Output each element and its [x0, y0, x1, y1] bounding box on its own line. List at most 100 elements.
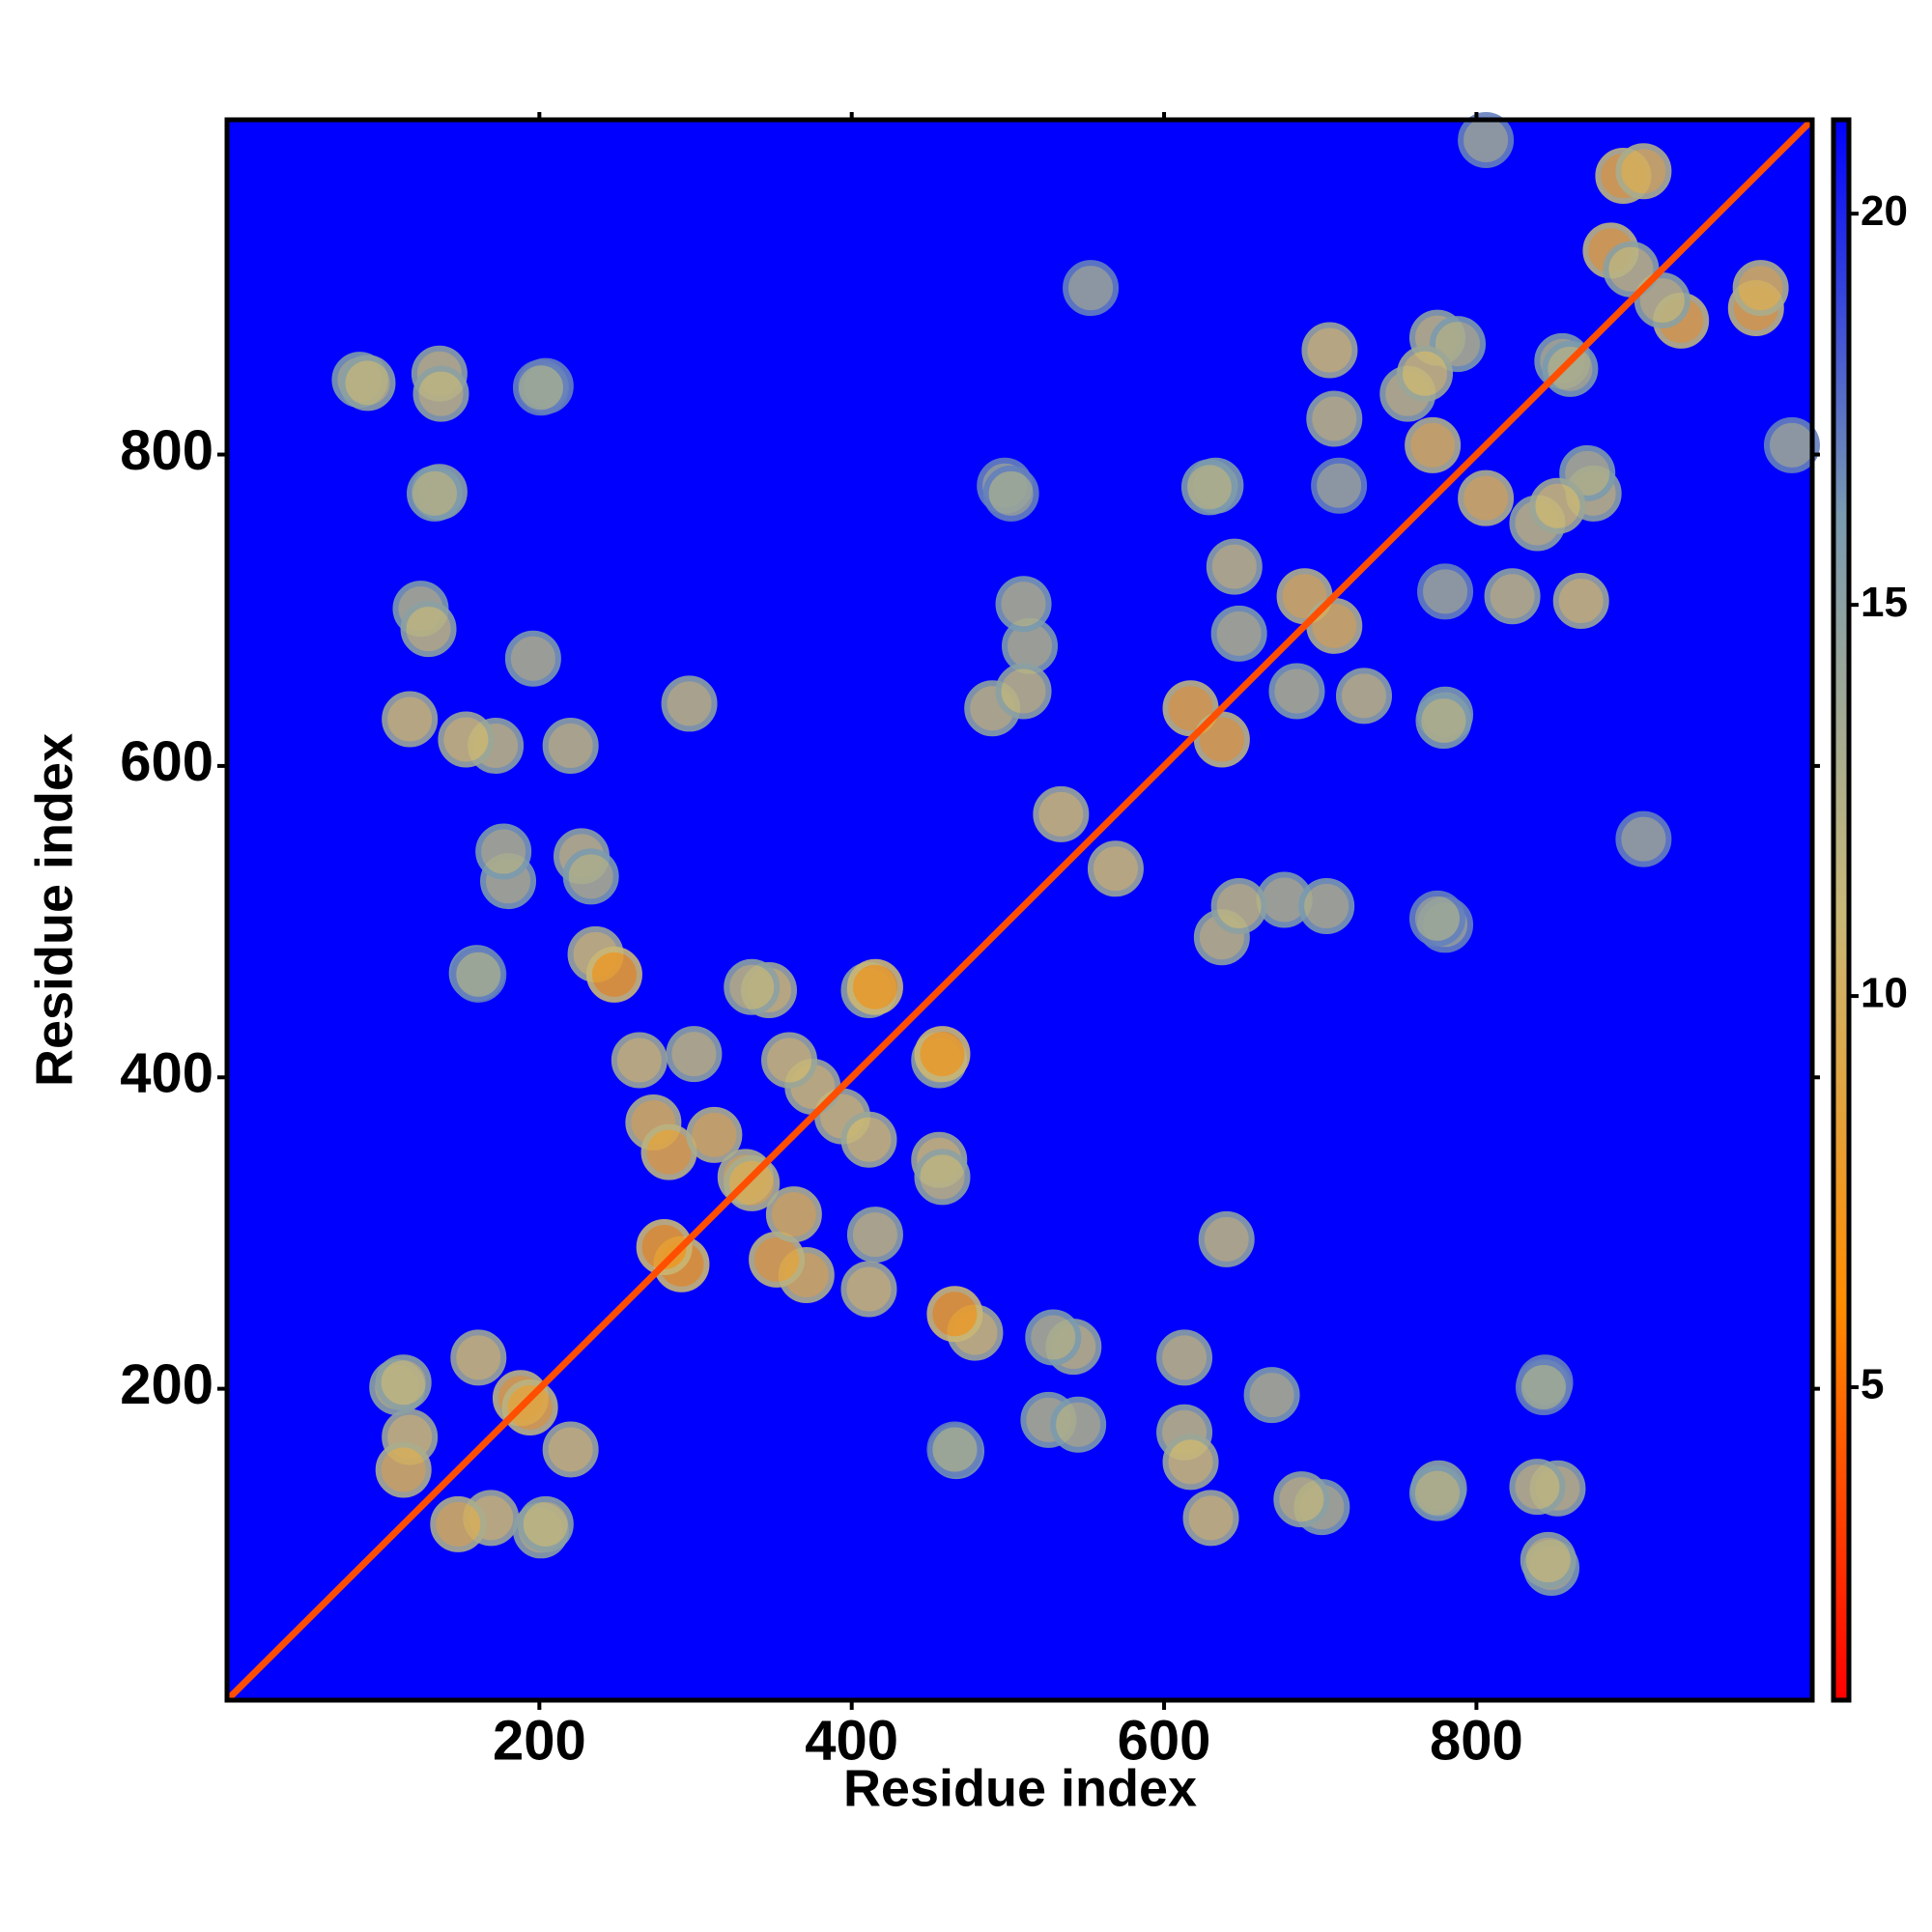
colorbar [1831, 117, 1852, 1703]
contact-blob [1306, 597, 1363, 654]
contact-blob [1206, 538, 1263, 595]
x-tick-label: 800 [1430, 1709, 1523, 1772]
contact-blob [339, 355, 396, 412]
contact-blob [1732, 260, 1789, 317]
contact-blob [914, 1026, 971, 1083]
contact-blob [1458, 469, 1515, 526]
contact-blob [1033, 785, 1090, 842]
contact-blob [1182, 1490, 1239, 1547]
contact-blob [375, 1354, 432, 1411]
contact-blob [1311, 457, 1368, 514]
contact-blob [1063, 260, 1120, 317]
contact-blob [1298, 877, 1355, 934]
contact-blob [1542, 340, 1599, 397]
contact-blob [840, 1111, 897, 1168]
contact-blob [666, 1026, 723, 1083]
contact-blob [1162, 1434, 1219, 1491]
contact-blob [765, 1186, 822, 1243]
contact-blob [1552, 573, 1609, 630]
contact-blob [1180, 459, 1237, 516]
contact-blob [1050, 1396, 1107, 1453]
contact-blob [501, 1378, 558, 1435]
contact-blob [1306, 390, 1363, 447]
contact-blob [1763, 416, 1820, 473]
contact-blob [1408, 1464, 1465, 1521]
contact-blob [475, 823, 532, 880]
y-tick-label: 800 [120, 419, 213, 482]
contact-blob [1509, 1459, 1566, 1516]
contact-blob [430, 1495, 487, 1552]
x-tick-label: 400 [805, 1709, 898, 1772]
contact-blob [686, 1106, 743, 1163]
contact-blob [562, 848, 619, 905]
y-axis-title: Residue index [25, 733, 83, 1087]
contact-blob [1529, 477, 1586, 534]
contact-blob [846, 958, 903, 1015]
colorbar-tick-label: 10 [1861, 970, 1908, 1017]
plot-frame [224, 117, 1815, 1703]
contact-blob [1408, 890, 1465, 947]
contact-blob [1198, 1210, 1255, 1267]
contact-blob [585, 946, 642, 1003]
contact-blob [995, 576, 1052, 633]
contact-blob [375, 1441, 432, 1498]
contact-blob [542, 1421, 599, 1478]
contact-blob [1484, 568, 1541, 625]
contact-blob [512, 359, 569, 416]
contact-blob [1210, 877, 1267, 934]
contact-blob [846, 1207, 903, 1264]
contact-blob [1405, 416, 1462, 473]
contact-blob [1210, 605, 1267, 662]
y-tick-label: 600 [120, 730, 213, 793]
contact-blob [382, 691, 439, 748]
contact-blob [517, 1495, 574, 1552]
contact-blob [1520, 1531, 1577, 1588]
contact-blob [1193, 711, 1250, 768]
contact-blob [1335, 668, 1392, 724]
contact-blob [1156, 1329, 1213, 1386]
contact-blob [412, 365, 469, 422]
contact-blob [1301, 322, 1358, 379]
contact-blob [761, 1032, 818, 1089]
y-tick-label: 200 [120, 1353, 213, 1416]
x-tick-label: 600 [1118, 1709, 1211, 1772]
contact-blob [450, 946, 507, 1003]
contact-blob [1415, 693, 1472, 750]
contact-blob [982, 465, 1039, 522]
contact-blob [1087, 840, 1144, 897]
contact-blob [1397, 345, 1454, 402]
contact-blob [1417, 563, 1474, 620]
contact-blob [661, 675, 718, 732]
contact-blob [1458, 111, 1515, 168]
contact-blob [400, 601, 457, 658]
contact-blob [1615, 810, 1672, 867]
contact-blob [724, 1154, 781, 1211]
contact-blob [1268, 663, 1325, 720]
contact-blob [1515, 1359, 1572, 1416]
x-axis-title: Residue index [843, 1759, 1197, 1817]
contact-blob [926, 1421, 983, 1478]
diagonal [224, 117, 1815, 1703]
contact-blob [450, 1329, 507, 1386]
contact-blob [1603, 241, 1660, 298]
contact-blob [1243, 1367, 1300, 1424]
contact-blob [1615, 143, 1672, 200]
contact-blob [611, 1032, 668, 1089]
contact-blob [840, 1261, 897, 1318]
contact-blob [407, 465, 464, 522]
colorbar-tick-label: 20 [1861, 187, 1908, 235]
contact-blob [504, 630, 561, 687]
y-tick-label: 400 [120, 1042, 213, 1105]
colorbar-tick-label: 15 [1861, 579, 1908, 626]
contact-blob [926, 1286, 983, 1343]
contact-blob [995, 663, 1052, 720]
colorbar-tick-label: 5 [1861, 1361, 1884, 1408]
contact-blob [542, 717, 599, 774]
contact-blob [914, 1149, 971, 1206]
contact-blob [1025, 1309, 1082, 1366]
contact-blob [438, 711, 495, 768]
contact-blob [724, 958, 781, 1015]
contact-blob [1273, 1471, 1330, 1528]
contact-blob [636, 1218, 693, 1275]
